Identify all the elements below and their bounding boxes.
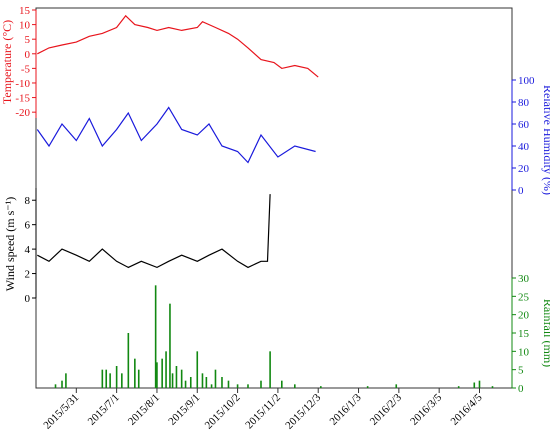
- rainfall-bar: [169, 303, 171, 388]
- humidity-tick-label: 0: [518, 185, 524, 197]
- rainfall-tick-label: 10: [518, 346, 530, 358]
- temperature-tick-label: -10: [15, 78, 30, 90]
- rainfall-bar: [175, 366, 178, 388]
- rainfall-tick-label: 15: [518, 328, 530, 340]
- temperature-tick-label: 0: [25, 49, 31, 61]
- x-tick-label: 2015/11/2: [243, 392, 283, 432]
- x-tick-label: 2016/4/5: [448, 391, 484, 427]
- temperature-tick-label: 15: [19, 5, 31, 17]
- temperature-axis-title: Temperature (°C): [0, 20, 14, 104]
- rainfall-bar: [395, 384, 398, 388]
- humidity-axis-title: Relative Humidity (%): [541, 85, 550, 195]
- rainfall-bar: [65, 373, 67, 388]
- rainfall-bar: [205, 377, 208, 388]
- rainfall-bar: [184, 380, 187, 388]
- temperature-series-line: [37, 14, 319, 78]
- x-tick-label: 2015/10/2: [203, 392, 243, 432]
- rainfall-bar: [105, 369, 108, 388]
- humidity-series-line: [36, 106, 316, 164]
- humidity-tick-label: 60: [518, 119, 530, 131]
- temperature-tick-label: -5: [21, 63, 31, 75]
- rainfall-axis-title: Rainfall (mm): [541, 299, 550, 367]
- plot-border: [35, 7, 513, 389]
- rainfall-bar: [109, 373, 111, 388]
- x-axis: 2015/5/31 2015/7/1 2015/8/1 2015/9/1 2015/10…: [41, 388, 485, 432]
- humidity-tick-label: 20: [518, 163, 530, 175]
- rainfall-bar: [196, 351, 199, 388]
- rainfall-tick-label: 20: [518, 310, 530, 322]
- rainfall-bar: [247, 384, 249, 388]
- rainfall-bar: [478, 380, 481, 388]
- temperature-tick-label: -20: [15, 107, 30, 119]
- rainfall-bar: [210, 384, 213, 388]
- x-tick-label: 2015/7/1: [86, 392, 122, 428]
- wind-tick-label: 0: [25, 293, 31, 305]
- wind-tick-label: 8: [25, 195, 31, 207]
- chart-frame: [35, 7, 513, 389]
- rainfall-bar: [201, 373, 204, 388]
- humidity-panel: 0 20 40 60 80 100: [36, 75, 535, 197]
- rainfall-tick-label: 25: [518, 291, 530, 303]
- x-tick-label: 2015/9/1: [166, 392, 202, 428]
- x-tick-label: 2015/12/3: [283, 391, 323, 431]
- rainfall-bar: [294, 384, 296, 388]
- wind-tick-label: 4: [25, 244, 31, 256]
- x-tick-label: 2016/2/3: [368, 391, 404, 427]
- rainfall-bar: [54, 384, 57, 388]
- rainfall-bar: [221, 377, 223, 388]
- rainfall-bar: [171, 373, 174, 388]
- rainfall-panel: 0 5 10 15 20 25 30: [54, 273, 530, 395]
- temperature-tick-label: -15: [15, 93, 30, 105]
- rainfall-bar: [134, 358, 136, 388]
- x-tick-label: 2015/8/1: [126, 392, 162, 428]
- rainfall-bar: [214, 369, 217, 388]
- rainfall-tick-label: 0: [518, 383, 524, 395]
- rainfall-bar: [161, 358, 163, 388]
- humidity-tick-label: 100: [518, 75, 535, 87]
- wind-tick-label: 2: [25, 269, 31, 281]
- rainfall-bar: [491, 386, 494, 388]
- rainfall-tick-label: 30: [518, 273, 530, 285]
- rainfall-tick-label: 5: [518, 365, 524, 377]
- chart-panels: -20-15-10-505101502040608010002468051015…: [15, 5, 535, 395]
- rainfall-bar: [127, 333, 130, 388]
- temperature-panel: -20 -15 -10 -5 0 5 10 15: [15, 5, 319, 119]
- rainfall-bar: [165, 351, 167, 388]
- wind-panel: 0 2 4 6 8: [25, 188, 271, 305]
- humidity-tick-label: 80: [518, 97, 530, 109]
- rainfall-bar: [320, 386, 322, 388]
- rainfall-bar: [236, 384, 239, 388]
- rainfall-bar: [227, 380, 230, 388]
- wind-tick-label: 6: [25, 220, 31, 232]
- rainfall-bar: [457, 386, 460, 388]
- wind-series-line: [37, 194, 271, 269]
- rainfall-bar: [61, 380, 63, 388]
- rainfall-bar: [121, 373, 123, 388]
- rainfall-bar: [137, 369, 140, 388]
- x-tick-label: 2016/1/3: [328, 391, 364, 427]
- temperature-tick-label: 10: [19, 20, 31, 32]
- rainfall-bar: [366, 386, 369, 388]
- rainfall-bar: [180, 369, 183, 388]
- rainfall-bar: [154, 285, 157, 388]
- x-tick-label: 2015/5/31: [41, 392, 81, 432]
- humidity-tick-label: 40: [518, 141, 530, 153]
- rainfall-bar: [101, 369, 104, 388]
- temperature-tick-label: 5: [25, 34, 31, 46]
- rainfall-bar: [189, 377, 192, 388]
- rainfall-bar: [156, 362, 158, 388]
- rainfall-bar: [281, 380, 283, 388]
- wind-speed-axis-title: Wind speed (m s⁻¹): [3, 197, 17, 291]
- rainfall-bar: [260, 380, 262, 388]
- x-tick-label: 2016/3/5: [408, 391, 444, 427]
- rainfall-bar: [473, 382, 476, 388]
- rainfall-bar: [115, 366, 118, 388]
- rainfall-bar: [269, 351, 271, 388]
